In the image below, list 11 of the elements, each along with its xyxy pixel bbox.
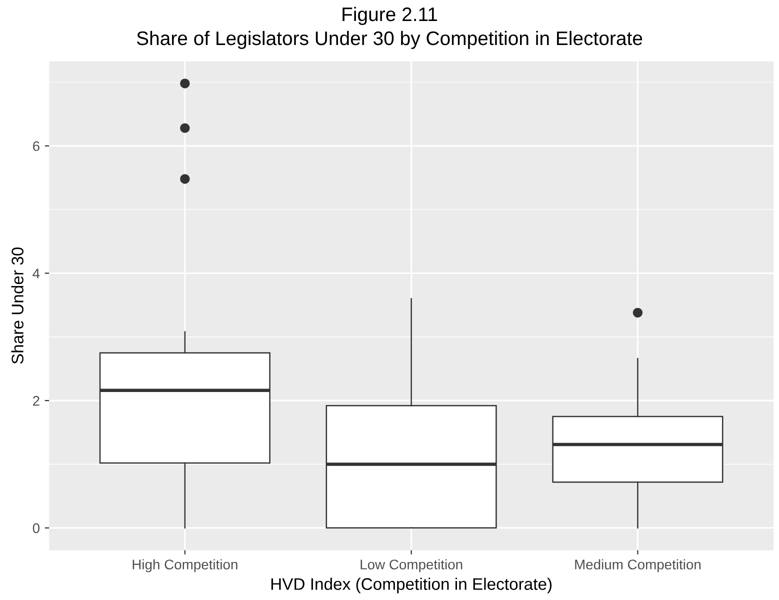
x-tick-label: Medium Competition <box>575 559 700 572</box>
x-tick-label: High Competition <box>132 559 238 572</box>
x-axis-title: HVD Index (Competition in Electorate) <box>271 578 552 594</box>
y-tick-label: 2 <box>33 396 40 406</box>
x-tick-label: Low Competition <box>360 559 462 572</box>
y-axis-title: Share Under 30 <box>11 248 24 364</box>
chart-subtitle: Share of Legislators Under 30 by Competition in Electorate <box>136 30 642 50</box>
y-tick-label: 0 <box>32 523 40 534</box>
y-tick-label: 6 <box>33 141 40 152</box>
chart-title: Figure 2.11 <box>342 6 438 26</box>
y-tick-label: 4 <box>32 268 40 278</box>
